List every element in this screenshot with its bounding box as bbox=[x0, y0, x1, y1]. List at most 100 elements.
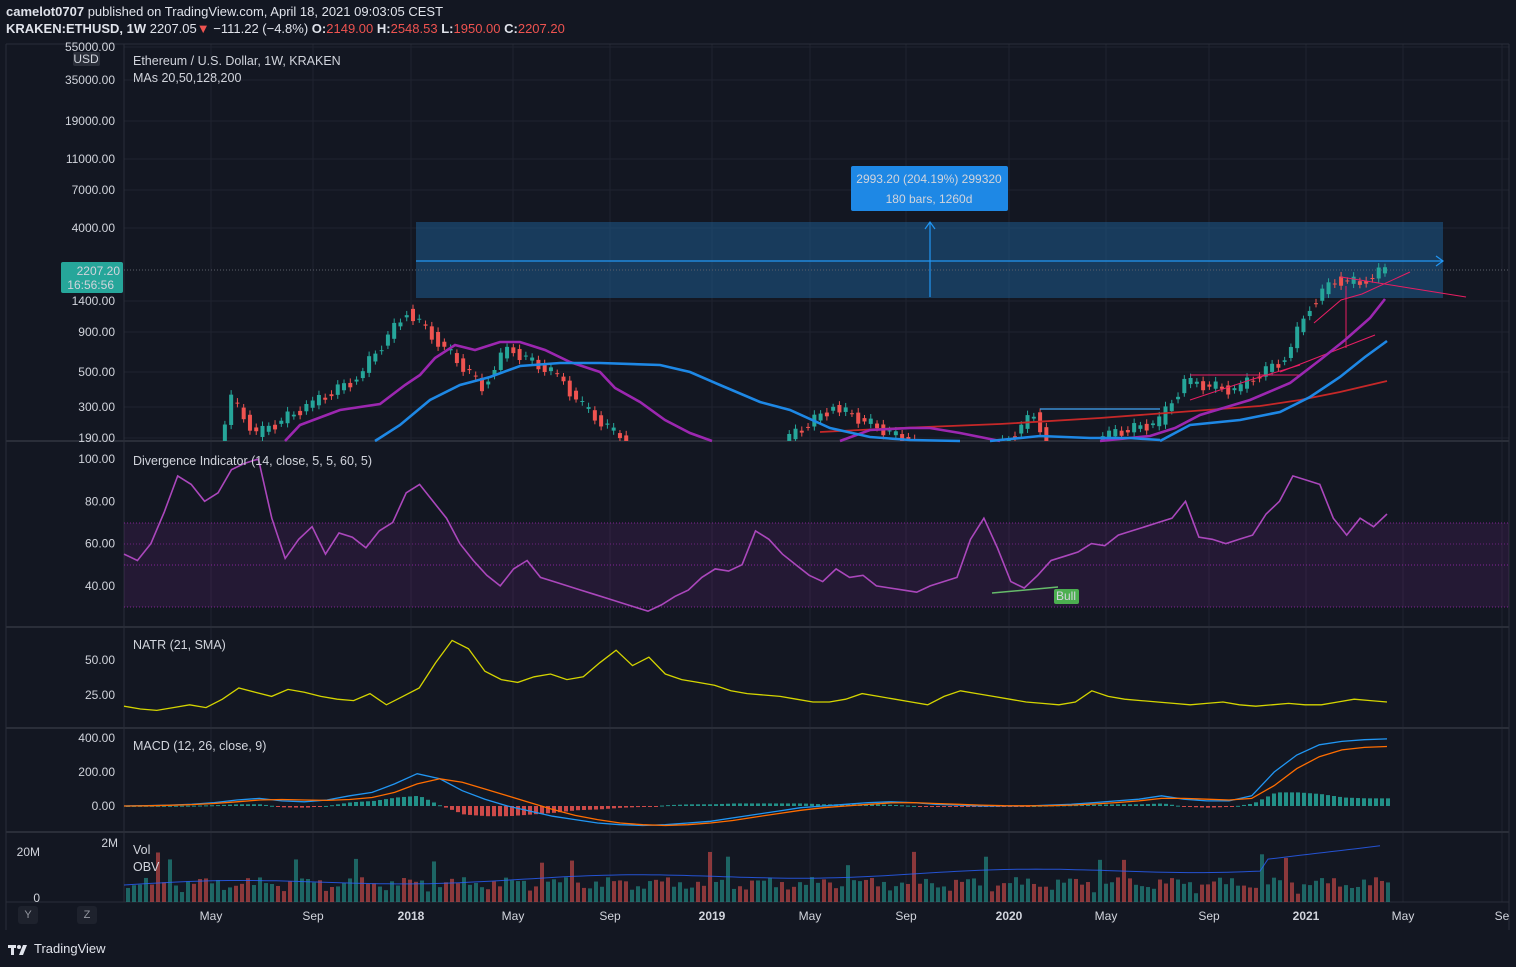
macd-hist-bar bbox=[714, 804, 718, 806]
macd-hist-bar bbox=[564, 806, 568, 812]
publisher-name[interactable]: camelot0707 bbox=[6, 4, 85, 19]
macd-hist-bar bbox=[954, 806, 958, 807]
macd-hist-bar bbox=[876, 804, 880, 806]
price-tag-value: 2207.20 bbox=[77, 264, 121, 278]
volume-bar bbox=[648, 881, 652, 902]
candle-body bbox=[1351, 276, 1356, 284]
macd-hist-bar bbox=[516, 806, 520, 816]
macd-hist-bar bbox=[600, 806, 604, 810]
macd-hist-bar bbox=[390, 798, 394, 806]
volume-bar bbox=[396, 885, 400, 902]
macd-hist-bar bbox=[582, 806, 586, 810]
time-tick: May bbox=[502, 909, 525, 923]
macd-hist-bar bbox=[1308, 793, 1312, 806]
volume-bar bbox=[1188, 882, 1192, 902]
volume-bar bbox=[492, 881, 496, 902]
macd-hist-bar bbox=[750, 803, 754, 806]
candle-body bbox=[373, 353, 378, 362]
tradingview-logo[interactable]: TradingView bbox=[8, 941, 106, 956]
macd-hist-bar bbox=[846, 804, 850, 806]
candle-body bbox=[586, 407, 591, 409]
macd-hist-bar bbox=[258, 804, 262, 806]
bull-divergence-line bbox=[991, 586, 1059, 594]
macd-hist-bar bbox=[594, 806, 598, 810]
macd-hist-bar bbox=[1266, 796, 1270, 806]
divergence-axis[interactable]: 100.00 80.00 60.00 40.00 bbox=[78, 452, 115, 593]
candle-body bbox=[1219, 386, 1224, 389]
volume-bar bbox=[654, 879, 658, 902]
macd-hist-bar bbox=[726, 803, 730, 806]
volume-axis[interactable]: 20M 0 bbox=[17, 845, 41, 905]
natr-axis[interactable]: 50.00 25.00 bbox=[85, 653, 115, 702]
macd-hist-bar bbox=[162, 805, 166, 807]
volume-bar bbox=[1074, 878, 1078, 902]
macd-hist-bar bbox=[1224, 806, 1228, 808]
macd-hist-bar bbox=[666, 805, 670, 807]
volume-bar bbox=[1086, 882, 1090, 902]
volume-bar bbox=[1116, 877, 1120, 902]
volume-bar bbox=[726, 856, 730, 902]
grid-lines bbox=[124, 44, 1509, 902]
volume-bar bbox=[684, 888, 688, 902]
volume-bar bbox=[1002, 883, 1006, 902]
divergence-line bbox=[123, 457, 1388, 613]
candle-body bbox=[1138, 425, 1143, 429]
volume-bar bbox=[150, 884, 154, 902]
volume-bar bbox=[240, 883, 244, 902]
price-tick: 300.00 bbox=[78, 400, 115, 414]
time-tick: 2020 bbox=[996, 909, 1023, 923]
price-tick: 55000.00 bbox=[65, 40, 115, 54]
macd-hist-bar bbox=[1272, 793, 1276, 806]
price-axis[interactable]: 55000.00 35000.00 19000.00 11000.00 7000.00 4… bbox=[65, 40, 115, 445]
time-tick: 2018 bbox=[398, 909, 425, 923]
macd-hist-bar bbox=[924, 806, 928, 807]
macd-axis[interactable]: 400.00 200.00 0.00 bbox=[78, 731, 115, 813]
trend-lines[interactable] bbox=[1040, 271, 1467, 410]
macd-hist-bar bbox=[1206, 806, 1210, 808]
macd-hist-bar bbox=[414, 796, 418, 806]
volume-bar bbox=[336, 886, 340, 902]
candle-body bbox=[304, 403, 309, 412]
divergence-pane[interactable]: Bull bbox=[123, 457, 1509, 613]
volume-bar bbox=[1008, 883, 1012, 902]
chart-svg[interactable]: 2993.20 (204.19%) 299320 180 bars, 1260d… bbox=[0, 0, 1516, 935]
macd-hist-bar bbox=[1188, 806, 1192, 808]
candle-body bbox=[285, 411, 290, 424]
natr-tick: 50.00 bbox=[85, 653, 115, 667]
macd-hist-bar bbox=[1362, 798, 1366, 806]
macd-hist-bar bbox=[1296, 792, 1300, 806]
macd-hist-bar bbox=[168, 805, 172, 807]
candle-body bbox=[1107, 430, 1112, 441]
z-scale-button[interactable]: Z bbox=[77, 906, 97, 924]
volume-bar bbox=[618, 880, 622, 902]
candle-body bbox=[467, 368, 472, 371]
macd-hist-bar bbox=[684, 804, 688, 806]
volume-bar bbox=[888, 890, 892, 902]
candle-body bbox=[900, 434, 905, 441]
ma50-line bbox=[1159, 339, 1388, 443]
volume-bar bbox=[642, 888, 646, 902]
macd-hist-bar bbox=[798, 803, 802, 806]
close-label: C: bbox=[504, 21, 518, 36]
volume-bar bbox=[576, 882, 580, 902]
volume-bar bbox=[1020, 884, 1024, 902]
volume-bar bbox=[924, 878, 928, 902]
macd-hist-bar bbox=[744, 803, 748, 806]
macd-tick: 400.00 bbox=[78, 731, 115, 745]
y-scale-button[interactable]: Y bbox=[18, 906, 38, 924]
candle-body bbox=[1245, 377, 1250, 389]
macd-hist-bar bbox=[1152, 803, 1156, 806]
volume-bar bbox=[1326, 883, 1330, 902]
open-value: 2149.00 bbox=[326, 21, 374, 36]
vol-tick: 20M bbox=[17, 845, 40, 859]
time-tick: Sep bbox=[302, 909, 324, 923]
volume-bar bbox=[414, 881, 418, 902]
macd-hist-bar bbox=[1326, 795, 1330, 806]
macd-hist-bar bbox=[624, 806, 628, 808]
macd-hist-bar bbox=[1332, 796, 1336, 806]
volume-bar bbox=[318, 880, 322, 902]
time-axis[interactable]: May Sep 2018 May Sep 2019 May Sep 2020 May Sep 2021… bbox=[200, 909, 1510, 923]
macd-hist-bar bbox=[1128, 804, 1132, 806]
macd-hist-bar bbox=[432, 802, 436, 806]
measure-tool[interactable]: 2993.20 (204.19%) 299320 180 bars, 1260d bbox=[416, 166, 1445, 298]
